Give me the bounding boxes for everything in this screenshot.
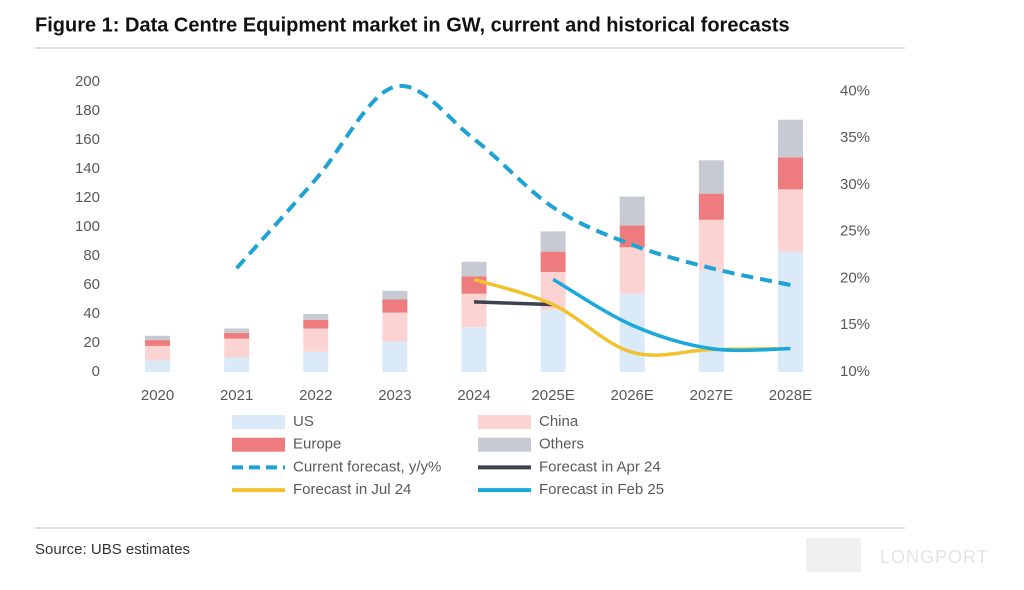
bar-segment [698,270,724,372]
bar-segment [382,312,408,342]
legend-swatch [478,437,531,452]
bar-segment [303,328,329,352]
y2-tick-label: 10% [840,363,870,380]
y-tick-label: 40 [83,305,100,322]
chart-title: Figure 1: Data Centre Equipment market i… [35,14,790,36]
bar-segment [461,261,487,277]
bar-segment [698,219,724,271]
y2-tick-label: 40% [840,82,870,99]
bar-segment [303,351,329,372]
y2-tick-label: 35% [840,129,870,146]
bar-segment [777,251,803,372]
y-tick-label: 100 [75,218,100,235]
legend-swatch [232,437,285,452]
x-tick-label: 2028E [769,387,812,404]
bar-segment [382,290,408,300]
bar-segment [698,160,724,194]
legend-label: Others [539,436,584,453]
watermark: LONGPORT [880,547,989,567]
bar-segment [540,309,566,372]
legend-label: Forecast in Apr 24 [539,458,661,475]
y2-tick-label: 25% [840,223,870,240]
y-tick-label: 20 [83,334,100,351]
bar-segment [224,332,250,339]
bar-segment [461,293,487,328]
y2-tick-label: 20% [840,269,870,286]
legend-label: Current forecast, y/y% [293,458,441,475]
x-tick-label: 2024 [457,387,490,404]
bar-segment [461,276,487,294]
line-series [552,277,791,353]
bar-segment [777,157,803,190]
legend-label: Forecast in Feb 25 [539,481,664,498]
bar-segment [461,327,487,372]
y2-tick-label: 15% [840,316,870,333]
bar-segment [619,196,645,226]
bar-segment [145,360,171,372]
legend-label: Europe [293,436,341,453]
bar-segment [777,189,803,252]
legend-label: US [293,413,314,430]
y-tick-label: 60 [83,276,100,293]
x-tick-label: 2022 [299,387,332,404]
x-tick-label: 2027E [690,387,733,404]
legend-label: China [539,413,579,430]
watermark-logo [806,538,861,572]
bar-segment [303,319,329,329]
bar-segment [303,314,329,320]
bar-segment [540,231,566,252]
bar-segment [224,338,250,358]
bar-segment [777,119,803,158]
bar-segment [698,193,724,220]
bar-segment [619,247,645,294]
x-tick-label: 2026E [611,387,654,404]
y-tick-label: 200 [75,73,100,90]
bar-segment [145,335,171,341]
bar-segment [145,345,171,361]
bar-segment [619,293,645,372]
x-tick-label: 2020 [141,387,174,404]
y-tick-label: 140 [75,160,100,177]
bar-segment [619,225,645,248]
source-note: Source: UBS estimates [35,541,190,558]
bar-segment [382,299,408,313]
y2-tick-label: 30% [840,176,870,193]
bar-segment [382,341,408,372]
x-tick-label: 2021 [220,387,253,404]
line-series [473,300,554,307]
legend-swatch [232,415,285,429]
legend-swatch [478,415,531,429]
y-tick-label: 80 [83,247,100,264]
x-tick-label: 2025E [531,387,574,404]
y-tick-label: 0 [92,363,100,380]
bar-segment [224,357,250,372]
x-tick-label: 2023 [378,387,411,404]
y-tick-label: 180 [75,102,100,119]
legend-label: Forecast in Jul 24 [293,481,411,498]
bar-segment [540,251,566,272]
bar-segment [145,340,171,346]
y-tick-label: 120 [75,189,100,206]
line-series [235,83,791,287]
bar-segment [224,328,250,333]
y-tick-label: 160 [75,131,100,148]
